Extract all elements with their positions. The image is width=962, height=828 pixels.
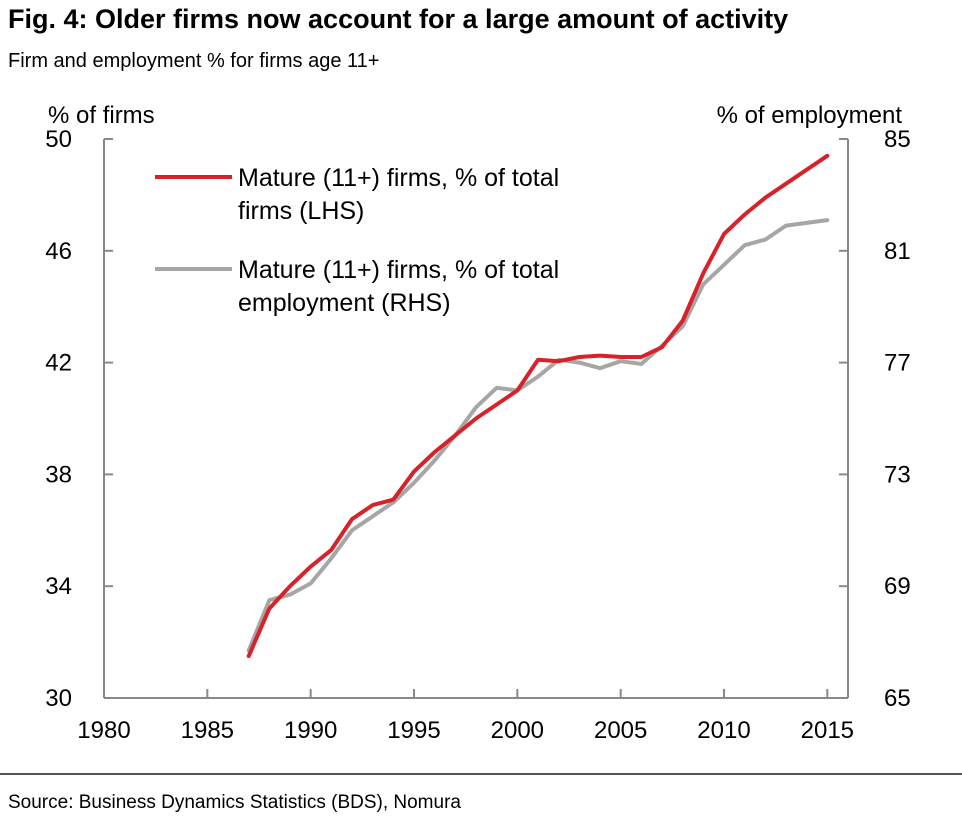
y-left-tick-label: 30 (45, 685, 72, 712)
x-tick-label: 2000 (491, 717, 544, 744)
axes (103, 138, 849, 699)
y-axis-left-label: % of firms (48, 102, 155, 129)
employment-series-line (246, 218, 830, 653)
chart-subtitle: Firm and employment % for firms age 11+ (8, 50, 380, 72)
y-left-tick-label: 50 (45, 126, 72, 153)
x-tick-label: 2010 (697, 717, 750, 744)
legend-label-firms: firms (LHS) (238, 197, 364, 225)
x-tick-label: 1990 (284, 717, 337, 744)
x-tick-label: 1995 (387, 717, 440, 744)
legend-label-employment: Mature (11+) firms, % of total (238, 256, 559, 284)
legend: Mature (11+) firms, % of total firms (LHS… (155, 164, 559, 317)
y-left-tick-label: 42 (45, 350, 72, 377)
y-right-tick-label: 77 (884, 350, 911, 377)
y-right-tick-label: 65 (884, 685, 911, 712)
y-right-tick-label: 73 (884, 461, 911, 488)
dual-axis-line-chart: % of firms % of employment 30 34 38 42 46 50 6… (45, 102, 910, 744)
footer-divider (0, 773, 962, 775)
x-tick-label: 2005 (594, 717, 647, 744)
y-right-tick-label: 85 (884, 126, 911, 153)
legend-label-employment: employment (RHS) (238, 289, 451, 317)
tick-labels: 30 34 38 42 46 50 65 69 73 77 81 85 1980 1985 1990 1995… (45, 126, 910, 744)
series-lines (246, 153, 830, 659)
y-left-tick-label: 46 (45, 238, 72, 265)
legend-label-firms: Mature (11+) firms, % of total (238, 164, 559, 192)
y-left-tick-label: 34 (45, 573, 72, 600)
x-tick-label: 2015 (801, 717, 854, 744)
y-axis-right-label: % of employment (717, 102, 903, 129)
y-right-tick-label: 69 (884, 573, 911, 600)
x-tick-label: 1980 (77, 717, 130, 744)
y-right-tick-label: 81 (884, 238, 911, 265)
source-note: Source: Business Dynamics Statistics (BD… (8, 792, 461, 813)
firms-series-line (246, 153, 830, 659)
chart-title: Fig. 4: Older firms now account for a la… (8, 4, 789, 34)
x-tick-label: 1985 (181, 717, 234, 744)
y-left-tick-label: 38 (45, 461, 72, 488)
